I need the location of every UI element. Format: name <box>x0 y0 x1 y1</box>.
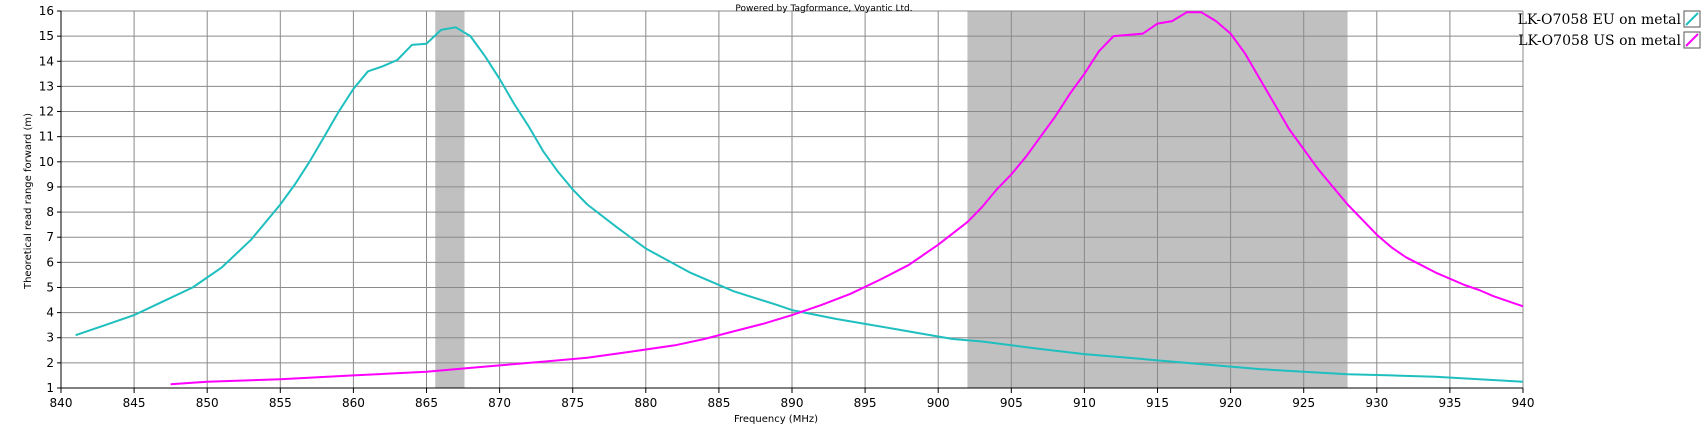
y-tick-label: 11 <box>39 130 54 144</box>
y-tick-label: 2 <box>46 356 54 370</box>
series-line-1 <box>75 26 1524 383</box>
y-tick-label: 14 <box>39 54 54 68</box>
x-tick-label: 865 <box>415 396 438 410</box>
legend-label-2: LK-O7058 US on metal <box>1518 33 1681 49</box>
y-axis-title: Theoretical read range forward (m) <box>23 113 34 290</box>
shaded-bands <box>435 11 1348 388</box>
series-lines <box>75 11 1524 386</box>
credit-text: Powered by Tagformance, Voyantic Ltd. <box>735 4 912 14</box>
x-tick-label: 930 <box>1365 396 1388 410</box>
x-tick-label: 925 <box>1292 396 1315 410</box>
x-tick-label: 855 <box>269 396 292 410</box>
x-tick-labels: 840 845 850 855 860 865 870 875 880 885 890 895 900 9… <box>50 388 1535 410</box>
y-tick-label: 6 <box>46 255 54 269</box>
x-tick-label: 840 <box>50 396 73 410</box>
y-tick-label: 3 <box>46 331 54 345</box>
x-tick-label: 885 <box>707 396 730 410</box>
x-tick-label: 880 <box>634 396 657 410</box>
y-tick-label: 1 <box>46 381 54 395</box>
y-tick-label: 10 <box>39 155 54 169</box>
x-tick-label: 920 <box>1219 396 1242 410</box>
legend-swatch-line-2 <box>1685 33 1699 47</box>
y-tick-label: 5 <box>46 280 54 294</box>
y-tick-label: 15 <box>39 29 54 43</box>
x-axis-title: Frequency (MHz) <box>734 414 818 425</box>
x-tick-label: 910 <box>1073 396 1096 410</box>
y-tick-label: 7 <box>46 230 54 244</box>
y-tick-label: 13 <box>39 79 54 93</box>
legend-swatch-line-1 <box>1685 12 1699 26</box>
x-tick-label: 870 <box>488 396 511 410</box>
x-tick-label: 940 <box>1512 396 1535 410</box>
y-tick-label: 12 <box>39 105 54 119</box>
x-tick-label: 860 <box>342 396 365 410</box>
legend: LK-O7058 EU on metal LK-O7058 US on metal <box>1518 10 1701 49</box>
shaded-band-1 <box>435 11 465 388</box>
x-tick-label: 900 <box>927 396 950 410</box>
y-tick-label: 16 <box>39 4 54 18</box>
y-tick-label: 9 <box>46 180 54 194</box>
grid-lines <box>60 10 1524 389</box>
x-tick-label: 875 <box>561 396 584 410</box>
legend-label-1: LK-O7058 EU on metal <box>1518 12 1682 28</box>
x-tick-label: 905 <box>1000 396 1023 410</box>
x-tick-label: 915 <box>1146 396 1169 410</box>
x-tick-label: 845 <box>123 396 146 410</box>
x-tick-label: 935 <box>1438 396 1461 410</box>
x-tick-label: 895 <box>854 396 877 410</box>
series-line-2 <box>170 11 1524 386</box>
x-tick-label: 890 <box>781 396 804 410</box>
y-tick-label: 8 <box>46 205 54 219</box>
y-tick-label: 4 <box>46 306 54 320</box>
x-tick-label: 850 <box>196 396 219 410</box>
